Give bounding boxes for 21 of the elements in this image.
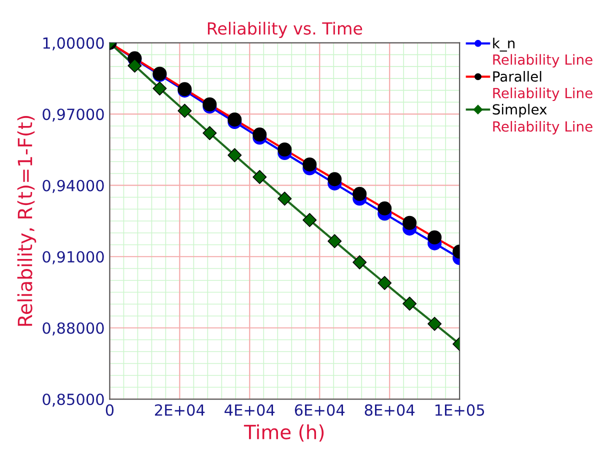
y-tick-label: 0,97000: [42, 108, 104, 122]
y-tick-label: 0,85000: [42, 394, 104, 407]
text: Reliability Line: [493, 88, 592, 101]
x-tick-label: 4E+04: [224, 404, 275, 416]
legend-label: k_n: [493, 38, 514, 52]
y-tick-label: 0,91000: [42, 251, 104, 264]
x-tick-label: 1E+05: [435, 404, 484, 416]
x-tick-label: 0: [106, 404, 114, 416]
legend-label: Parallel: [493, 70, 542, 82]
legend-label: Simplex: [492, 104, 547, 118]
x-tick-label: 8E+04: [364, 404, 415, 416]
x-axis-title: Time (h): [244, 424, 324, 442]
text: Reliability Line: [493, 54, 592, 68]
chart-title: Reliability vs. Time: [208, 22, 362, 38]
y-tick-label: 0,94000: [42, 180, 104, 193]
y-tick-label: 1,00000: [43, 37, 104, 50]
y-tick-label: 0,88000: [42, 322, 104, 336]
text: Reliability Line: [493, 120, 592, 134]
y-axis-title: Reliability, R(t)=1-F(t): [17, 116, 36, 326]
x-tick-label: 6E+04: [294, 404, 345, 416]
x-tick-label: 2E+04: [154, 404, 205, 416]
